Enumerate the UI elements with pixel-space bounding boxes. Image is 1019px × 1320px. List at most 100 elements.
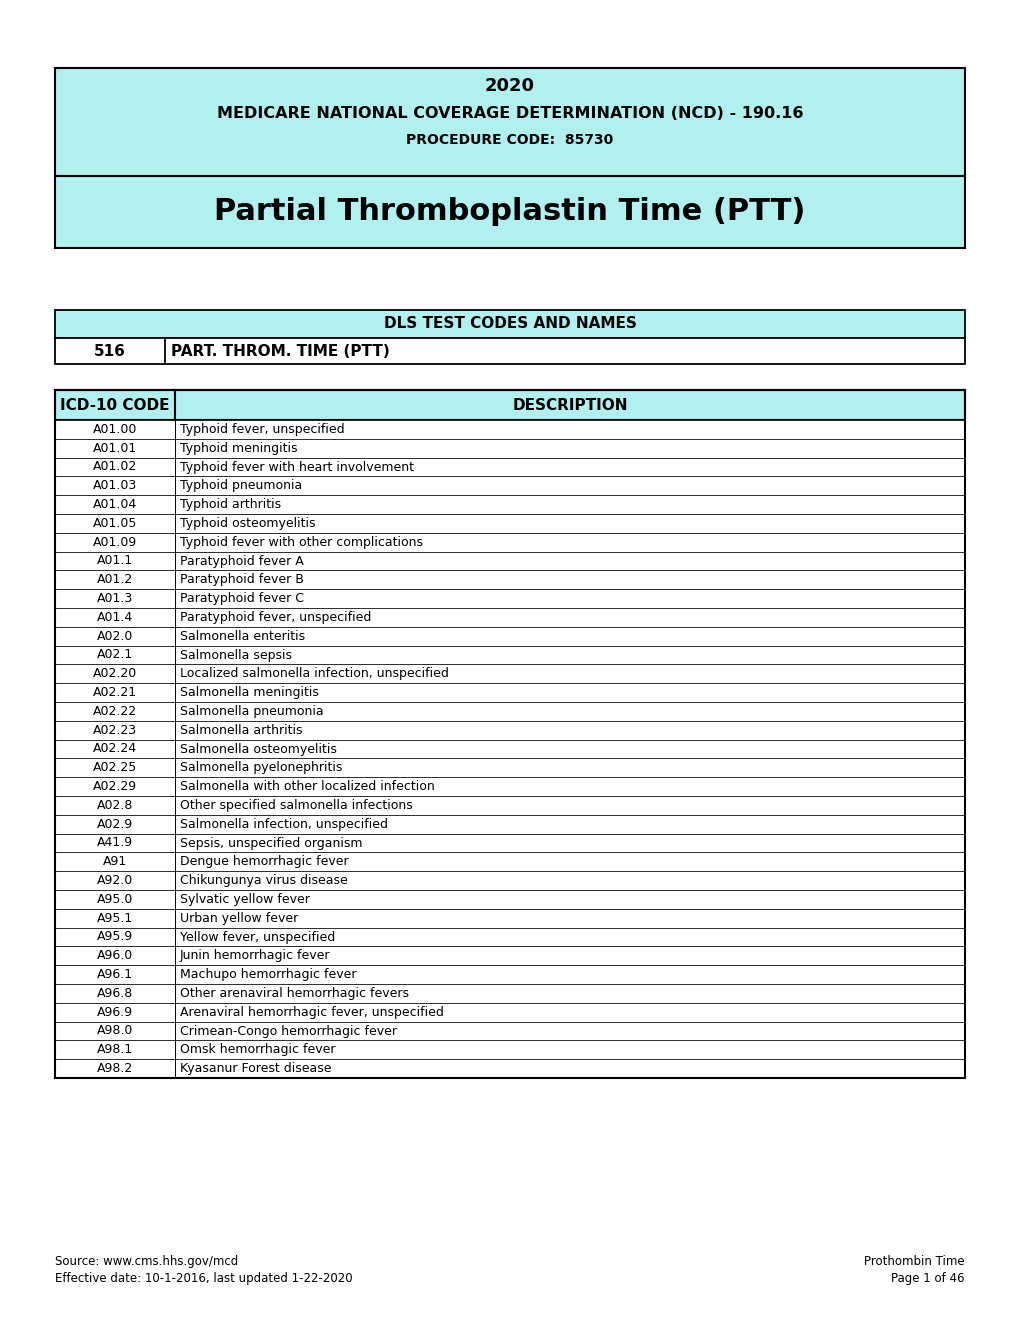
Bar — [55, 1003, 964, 1022]
Bar — [55, 570, 964, 589]
Text: A01.04: A01.04 — [93, 498, 137, 511]
Text: A95.1: A95.1 — [97, 912, 133, 925]
Text: A02.8: A02.8 — [97, 799, 133, 812]
Bar — [55, 627, 964, 645]
Bar — [55, 389, 964, 420]
Text: 2020: 2020 — [484, 77, 535, 95]
Text: Salmonella enteritis: Salmonella enteritis — [179, 630, 305, 643]
Bar — [55, 438, 964, 458]
Text: Salmonella with other localized infection: Salmonella with other localized infectio… — [179, 780, 434, 793]
Text: Paratyphoid fever A: Paratyphoid fever A — [179, 554, 304, 568]
Text: A02.24: A02.24 — [93, 742, 137, 755]
Text: Typhoid meningitis: Typhoid meningitis — [179, 442, 298, 454]
Text: A02.21: A02.21 — [93, 686, 137, 700]
Text: DLS TEST CODES AND NAMES: DLS TEST CODES AND NAMES — [383, 317, 636, 331]
Bar — [55, 552, 964, 570]
Bar — [55, 739, 964, 759]
Bar — [55, 389, 964, 1078]
Bar — [55, 176, 964, 248]
Text: PART. THROM. TIME (PTT): PART. THROM. TIME (PTT) — [171, 343, 389, 359]
Bar — [55, 853, 964, 871]
Text: PROCEDURE CODE:  85730: PROCEDURE CODE: 85730 — [406, 133, 613, 147]
Bar — [55, 420, 964, 438]
Bar — [55, 1022, 964, 1040]
Bar — [55, 965, 964, 983]
Text: A41.9: A41.9 — [97, 837, 132, 850]
Bar — [55, 589, 964, 609]
Text: A01.2: A01.2 — [97, 573, 133, 586]
Text: A01.1: A01.1 — [97, 554, 133, 568]
Bar — [55, 871, 964, 890]
Text: A02.23: A02.23 — [93, 723, 137, 737]
Bar — [55, 310, 964, 338]
Text: A01.05: A01.05 — [93, 517, 137, 529]
Text: Dengue hemorrhagic fever: Dengue hemorrhagic fever — [179, 855, 348, 869]
Bar — [55, 890, 964, 908]
Text: A02.25: A02.25 — [93, 762, 137, 775]
Text: A96.9: A96.9 — [97, 1006, 132, 1019]
Text: A01.01: A01.01 — [93, 442, 137, 454]
Bar — [55, 609, 964, 627]
Text: Salmonella pneumonia: Salmonella pneumonia — [179, 705, 323, 718]
Text: A95.9: A95.9 — [97, 931, 133, 944]
Text: Crimean-Congo hemorrhagic fever: Crimean-Congo hemorrhagic fever — [179, 1024, 396, 1038]
Text: Sepsis, unspecified organism: Sepsis, unspecified organism — [179, 837, 362, 850]
Text: 516: 516 — [94, 343, 125, 359]
Text: ICD-10 CODE: ICD-10 CODE — [60, 397, 169, 412]
Text: Other specified salmonella infections: Other specified salmonella infections — [179, 799, 413, 812]
Bar — [55, 1059, 964, 1078]
Text: A98.1: A98.1 — [97, 1043, 133, 1056]
Text: Salmonella infection, unspecified: Salmonella infection, unspecified — [179, 817, 387, 830]
Text: Typhoid fever with heart involvement: Typhoid fever with heart involvement — [179, 461, 414, 474]
Bar — [55, 495, 964, 513]
Text: Effective date: 10-1-2016, last updated 1-22-2020: Effective date: 10-1-2016, last updated … — [55, 1272, 353, 1284]
Text: A02.20: A02.20 — [93, 668, 137, 680]
Text: DESCRIPTION: DESCRIPTION — [512, 397, 627, 412]
Bar — [55, 814, 964, 834]
Bar — [55, 834, 964, 853]
Bar — [55, 777, 964, 796]
Text: A96.0: A96.0 — [97, 949, 133, 962]
Text: A96.8: A96.8 — [97, 987, 133, 1001]
Bar — [55, 533, 964, 552]
Text: Prothombin Time: Prothombin Time — [863, 1255, 964, 1269]
Text: Junin hemorrhagic fever: Junin hemorrhagic fever — [179, 949, 330, 962]
Bar — [55, 721, 964, 739]
Bar — [55, 908, 964, 928]
Text: Arenaviral hemorrhagic fever, unspecified: Arenaviral hemorrhagic fever, unspecifie… — [179, 1006, 443, 1019]
Text: Typhoid fever, unspecified: Typhoid fever, unspecified — [179, 422, 344, 436]
Text: A01.09: A01.09 — [93, 536, 137, 549]
Text: Machupo hemorrhagic fever: Machupo hemorrhagic fever — [179, 968, 357, 981]
Text: A92.0: A92.0 — [97, 874, 133, 887]
Bar — [55, 477, 964, 495]
Bar — [55, 983, 964, 1003]
Text: Salmonella pyelonephritis: Salmonella pyelonephritis — [179, 762, 342, 775]
Text: Kyasanur Forest disease: Kyasanur Forest disease — [179, 1063, 331, 1074]
Bar — [55, 513, 964, 533]
Text: Salmonella sepsis: Salmonella sepsis — [179, 648, 291, 661]
Bar — [55, 458, 964, 477]
Bar — [55, 759, 964, 777]
Text: A02.9: A02.9 — [97, 817, 133, 830]
Bar — [55, 684, 964, 702]
Text: A01.3: A01.3 — [97, 593, 133, 605]
Bar — [55, 645, 964, 664]
Text: A98.2: A98.2 — [97, 1063, 133, 1074]
Text: Typhoid pneumonia: Typhoid pneumonia — [179, 479, 302, 492]
Text: Other arenaviral hemorrhagic fevers: Other arenaviral hemorrhagic fevers — [179, 987, 409, 1001]
Bar — [55, 69, 964, 176]
Text: Partial Thromboplastin Time (PTT): Partial Thromboplastin Time (PTT) — [214, 198, 805, 227]
Text: Paratyphoid fever, unspecified: Paratyphoid fever, unspecified — [179, 611, 371, 624]
Text: A95.0: A95.0 — [97, 892, 133, 906]
Text: Typhoid arthritis: Typhoid arthritis — [179, 498, 281, 511]
Bar — [55, 1040, 964, 1059]
Text: Typhoid osteomyelitis: Typhoid osteomyelitis — [179, 517, 315, 529]
Bar — [55, 702, 964, 721]
Text: MEDICARE NATIONAL COVERAGE DETERMINATION (NCD) - 190.16: MEDICARE NATIONAL COVERAGE DETERMINATION… — [216, 107, 803, 121]
Bar — [55, 338, 964, 364]
Text: Chikungunya virus disease: Chikungunya virus disease — [179, 874, 347, 887]
Text: A02.29: A02.29 — [93, 780, 137, 793]
Bar — [55, 664, 964, 684]
Text: A01.00: A01.00 — [93, 422, 137, 436]
Text: A98.0: A98.0 — [97, 1024, 133, 1038]
